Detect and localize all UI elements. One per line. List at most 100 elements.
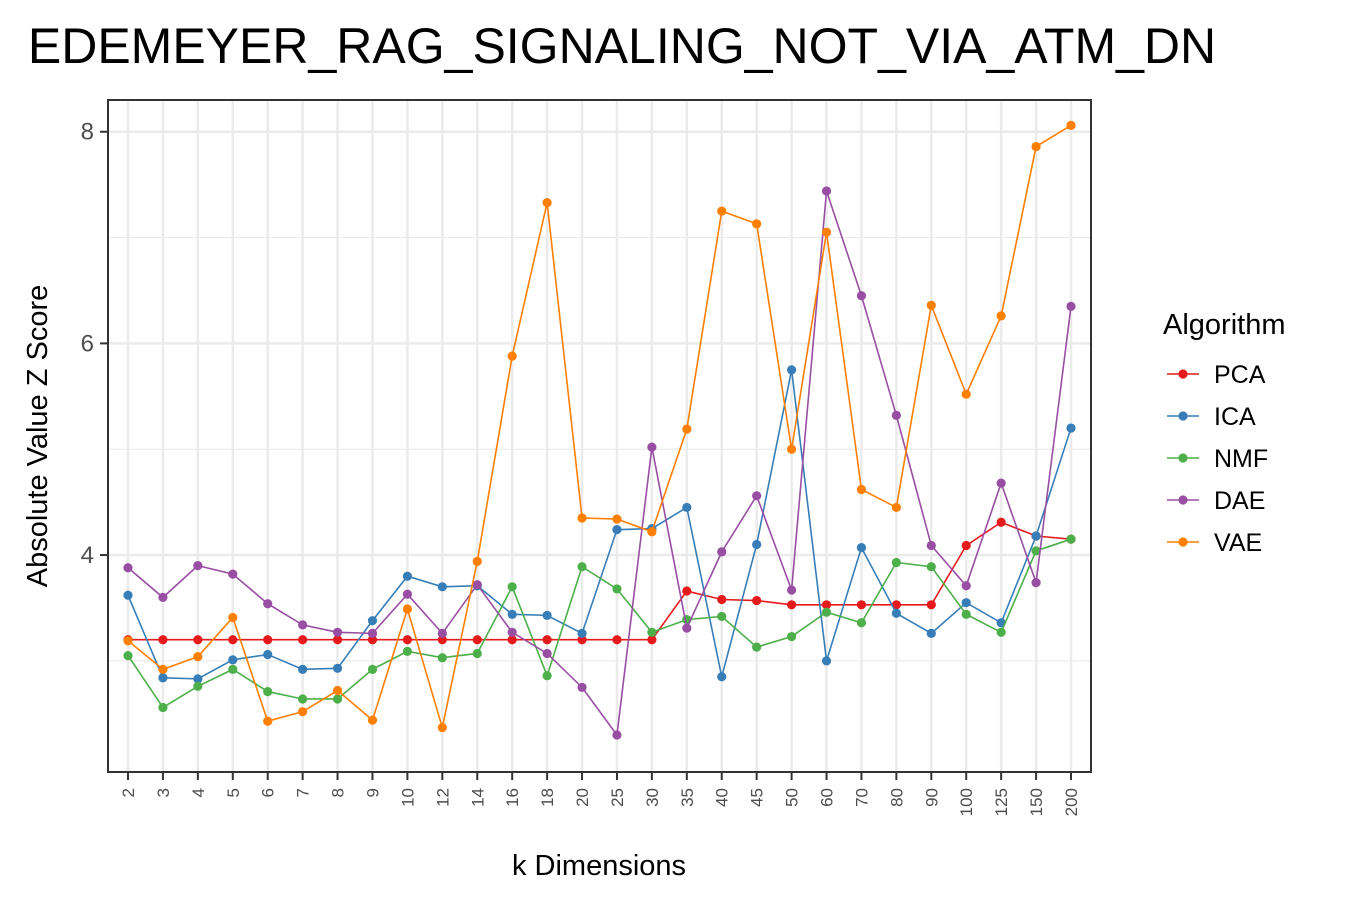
data-point-nmf [402,646,413,656]
chart-title: EDEMEYER_RAG_SIGNALING_NOT_VIA_ATM_DN [28,18,1216,74]
data-point-nmf [123,650,133,661]
data-point-vae [193,652,203,662]
data-point-dae [891,410,901,420]
x-tick-label: 60 [818,788,837,807]
y-axis-title: Absolute Value Z Score [22,285,54,588]
legend-items: PCA ICA NMF DAE VAE [1167,361,1268,557]
y-tick-label: 4 [81,542,94,569]
legend-key-point [1178,537,1188,547]
data-point-ica [298,664,308,674]
x-tick-label: 100 [957,788,976,816]
x-tick-label: 70 [852,788,871,807]
data-point-vae [717,206,727,216]
data-point-vae [542,198,552,208]
data-point-pca [507,635,517,645]
data-point-nmf [612,584,622,594]
x-tick-label: 35 [678,788,697,807]
data-point-pca [158,635,168,645]
data-point-ica [891,608,901,618]
data-point-dae [752,491,762,501]
legend-item-vae: VAE [1167,529,1262,557]
plot-panel-border [107,99,1092,773]
data-point-pca [821,600,832,610]
data-point-ica [926,628,936,638]
data-point-dae [507,627,517,637]
data-point-ica [1031,531,1041,541]
series-line-nmf [127,538,1072,709]
data-point-nmf [472,648,482,659]
data-point-dae [158,592,168,602]
series-nmf [123,534,1076,713]
x-tick-label: 10 [398,788,417,807]
data-point-dae [786,585,797,595]
data-point-dae [856,291,867,301]
legend-label: PCA [1214,361,1266,389]
data-point-dae [402,589,413,599]
x-tick-label: 80 [887,788,906,807]
data-point-vae [1031,141,1041,152]
data-point-nmf [577,562,587,572]
legend-item-pca: PCA [1167,361,1266,389]
data-point-pca [647,635,657,645]
data-point-vae [437,722,447,733]
x-tick-label: 6 [259,788,278,797]
data-point-dae [577,682,587,692]
data-point-pca [542,635,552,645]
data-point-pca [577,635,587,645]
data-point-vae [647,527,657,537]
data-point-vae [752,219,762,229]
data-point-pca [332,635,343,645]
x-tick-label: 4 [189,788,208,797]
x-tick-label: 90 [922,788,941,807]
data-point-pca [682,586,692,596]
data-point-ica [786,365,797,375]
series-line-vae [127,124,1072,728]
series-vae [123,120,1076,733]
x-tick-label: 45 [748,788,767,807]
x-tick-label: 5 [224,788,243,797]
data-point-pca [996,517,1006,527]
y-tick-label: 8 [81,119,94,146]
legend-label: DAE [1214,487,1265,515]
x-axis: 2 3 4 5 6 7 8 9 10 12 14 16 18 20 25 30 35 40 45 50 60 70 80 90… [119,772,1081,816]
data-point-vae [682,424,692,434]
data-point-dae [542,648,552,659]
x-tick-label: 2 [119,788,138,797]
data-point-dae [123,563,133,573]
data-point-ica [612,525,622,535]
data-point-vae [507,351,517,361]
data-point-nmf [332,694,343,704]
data-point-vae [123,636,133,646]
legend-label: VAE [1214,529,1262,557]
data-point-dae [228,569,238,579]
legend-key-point [1178,453,1188,463]
data-point-pca [891,600,901,610]
data-point-ica [1066,423,1076,433]
legend-key-point [1178,411,1188,421]
x-tick-label: 14 [468,788,487,807]
x-tick-label: 40 [713,788,732,807]
data-point-nmf [542,671,552,681]
legend-title: Algorithm [1163,309,1286,341]
data-point-pca [752,595,762,606]
data-point-ica [437,582,447,592]
data-point-dae [263,599,273,609]
y-axis: 4 6 8 [81,119,108,569]
series-dae [123,186,1076,740]
series-pca [123,517,1076,645]
data-point-vae [996,311,1006,321]
legend-item-nmf: NMF [1167,445,1268,473]
data-point-vae [786,444,797,454]
data-point-vae [472,556,482,567]
data-point-pca [437,635,447,645]
data-point-dae [996,478,1006,488]
data-point-pca [402,635,413,645]
data-point-nmf [298,694,308,704]
data-point-nmf [752,642,762,652]
x-tick-label: 150 [1027,788,1046,816]
data-point-pca [961,540,971,551]
data-point-nmf [437,653,447,663]
data-point-nmf [996,627,1006,637]
data-point-ica [263,649,273,660]
